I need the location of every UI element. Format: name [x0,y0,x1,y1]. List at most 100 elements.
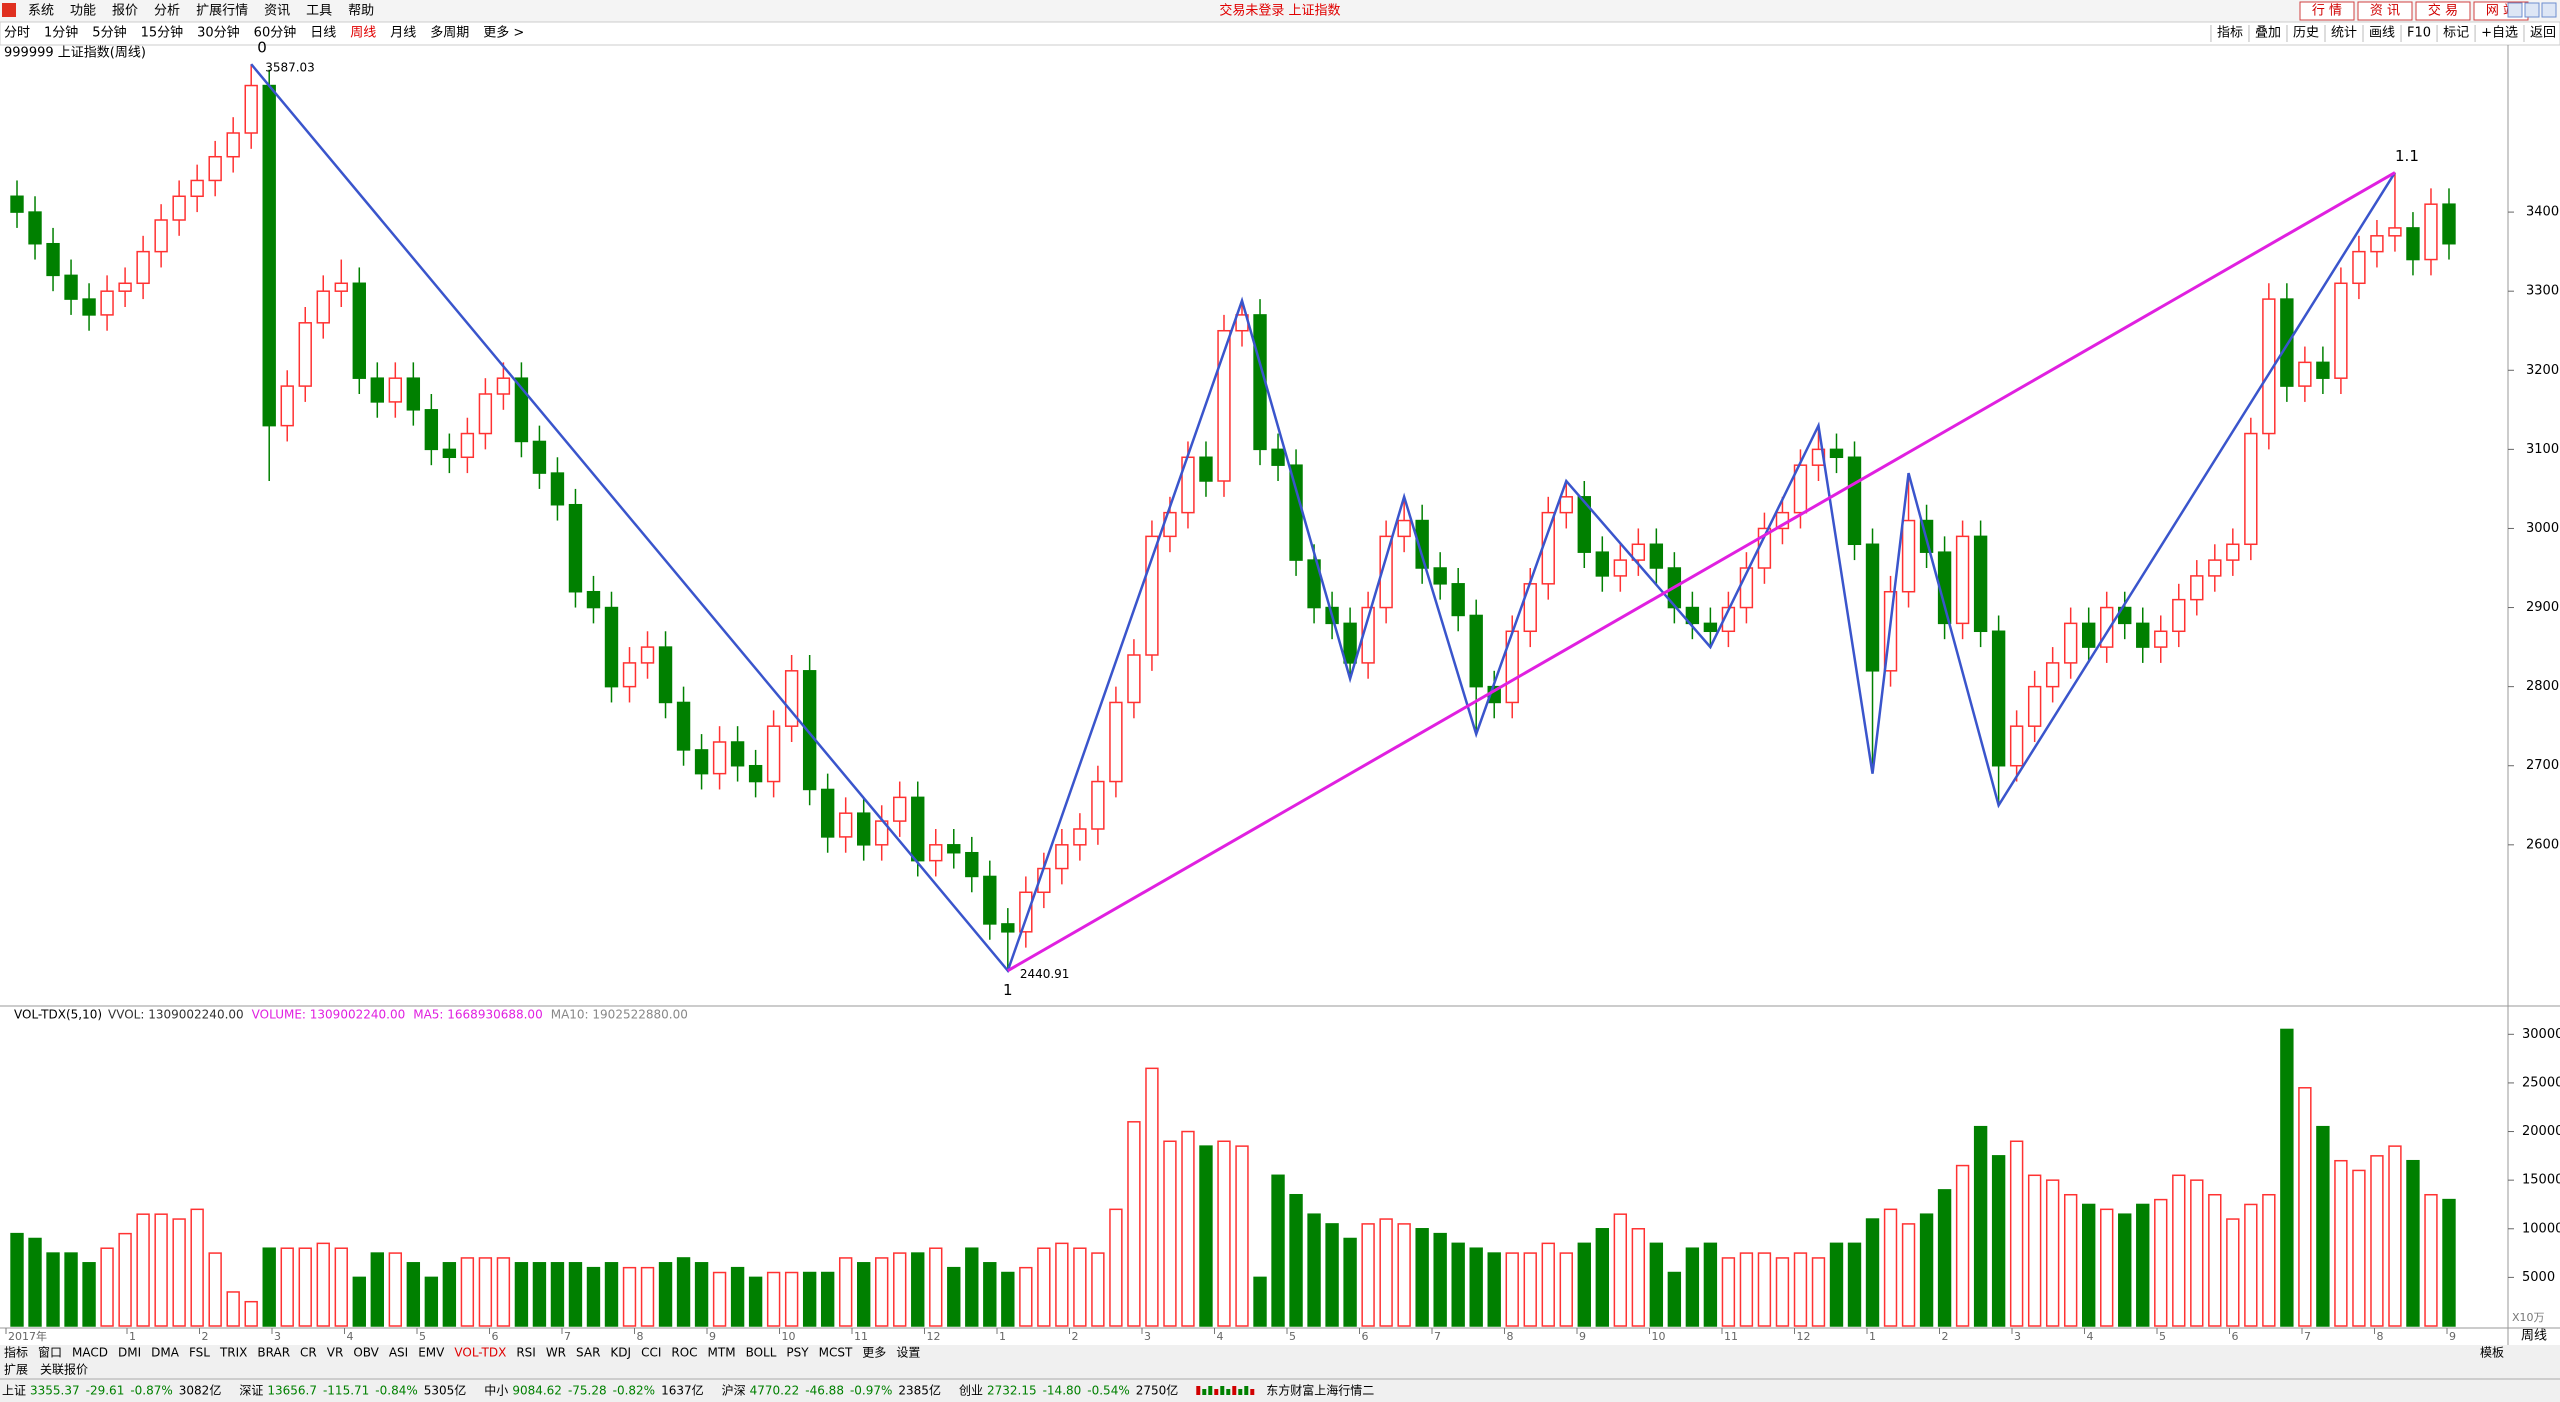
indicator-tab[interactable]: EMV [418,1346,445,1360]
indicator-tab[interactable]: VOL-TDX [454,1346,506,1360]
indicator-tab[interactable]: DMA [151,1346,180,1360]
indicator-tab[interactable]: RSI [516,1346,536,1360]
window-max[interactable] [2524,2,2540,18]
indicator-tab[interactable]: ROC [671,1346,697,1360]
indicator-tab[interactable]: 设置 [896,1346,920,1360]
window-close[interactable] [2541,2,2557,18]
period-tab[interactable]: 周线 [350,26,376,41]
x-tick-label: 6 [1362,1330,1369,1343]
indicator-tab[interactable]: MACD [72,1346,108,1360]
tool-button[interactable]: 返回 [2530,26,2556,41]
period-tab[interactable]: 60分钟 [254,25,297,41]
indicator-tab[interactable]: VR [327,1346,344,1360]
indicator-tab[interactable]: 窗口 [38,1346,62,1360]
candle-body [262,84,276,427]
candle-body [1685,606,1700,625]
period-tab[interactable]: 分时 [4,26,30,41]
x-tick-label: 4 [1217,1330,1224,1343]
volume-bar [2424,1193,2438,1327]
period-tab[interactable]: 多周期 [430,25,469,41]
tool-button[interactable]: 指标 [2217,26,2243,41]
menu-item[interactable]: 工具 [306,4,332,19]
volume-bar [2280,1028,2294,1327]
candle-body [1865,543,1880,672]
indicator-tab[interactable]: MTM [708,1346,736,1360]
candle-body [1955,535,1970,625]
menu-item[interactable]: 报价 [112,4,138,19]
volume-bar [2027,1174,2042,1327]
tool-button[interactable]: 标记 [2443,26,2469,41]
volume-field: VOLUME: 1309002240.00 [252,1008,406,1022]
candle-body [46,242,60,277]
tool-button[interactable]: 统计 [2331,26,2357,41]
wave-label: 1 [1003,981,1013,999]
volume-bar [226,1291,240,1327]
volume-bar [730,1266,745,1327]
indicator-tab[interactable]: ASI [389,1346,408,1360]
indicator-tab[interactable]: CR [300,1346,317,1360]
y-tick-label: 3300 [2526,284,2559,299]
candle-body [388,377,403,403]
top-button[interactable] [2357,1,2413,21]
volume-bar [334,1247,348,1327]
x-tick-label: 2017年 [8,1329,47,1343]
indicator-tab[interactable]: TRIX [219,1346,247,1360]
volume-bar [28,1237,42,1327]
indicator-tab[interactable]: CCI [641,1346,661,1360]
volume-bar [298,1247,312,1327]
indicator-tab[interactable]: KDJ [610,1346,631,1360]
window-min[interactable] [2507,2,2523,18]
candle-body [298,322,312,387]
period-tab[interactable]: 日线 [310,26,336,41]
candle-body [28,211,42,245]
menu-item[interactable]: 分析 [154,4,180,19]
tool-button[interactable]: F10 [2407,26,2431,41]
top-button[interactable] [2299,1,2355,21]
sub-tab[interactable]: 扩展 [4,1363,28,1377]
period-tab[interactable]: 月线 [390,26,416,41]
menu-item[interactable]: 系统 [28,4,54,19]
period-tab[interactable]: 30分钟 [197,25,240,41]
tool-button[interactable]: 画线 [2369,26,2395,41]
top-button[interactable] [2415,1,2471,21]
period-tab[interactable]: 5分钟 [92,25,126,41]
volume-bar [911,1252,925,1327]
indicator-tab[interactable]: FSL [189,1346,210,1360]
indicator-tab[interactable]: SAR [576,1346,600,1360]
indicator-tab[interactable]: WR [546,1346,566,1360]
tool-button[interactable]: 历史 [2293,26,2319,41]
candle-body [1145,535,1159,656]
indicator-tab[interactable]: MCST [819,1346,853,1360]
menu-item[interactable]: 资讯 [264,4,290,19]
indicator-tab[interactable]: OBV [353,1346,379,1360]
menu-item[interactable]: 功能 [70,4,96,19]
tool-button[interactable]: 叠加 [2255,26,2281,41]
price-label: 3587.03 [265,61,315,75]
status-name: 上证 [2,1384,26,1398]
indicator-tab[interactable]: BRAR [257,1346,290,1360]
sub-tab[interactable]: 关联报价 [40,1362,88,1377]
candle-body [334,282,348,292]
period-tab[interactable]: 1分钟 [44,25,78,41]
indicator-tab[interactable]: 更多 [862,1346,886,1360]
volume-bar [1973,1125,1988,1327]
volume-bar [965,1247,979,1327]
candle-body [442,448,457,459]
menu-item[interactable]: 帮助 [348,4,374,19]
candle-body [857,812,871,846]
status-value: -14.80 [1043,1384,1082,1398]
volume-bar [802,1271,817,1327]
candle-body [1343,622,1357,664]
indicator-tab[interactable]: DMI [118,1346,141,1360]
indicator-tab[interactable]: BOLL [746,1346,777,1360]
tool-button[interactable]: +自选 [2481,26,2518,41]
period-tab[interactable]: 更多 > [483,25,524,41]
indicator-tab[interactable]: 指标 [4,1345,28,1360]
template-button[interactable]: 模板 [2480,1346,2504,1360]
indicator-tab[interactable]: PSY [786,1346,809,1360]
candle-body [370,377,384,403]
menu-item[interactable]: 扩展行情 [196,4,248,19]
candle-body [983,875,997,925]
x-tick-label: 6 [2232,1330,2239,1343]
period-tab[interactable]: 15分钟 [141,25,184,41]
